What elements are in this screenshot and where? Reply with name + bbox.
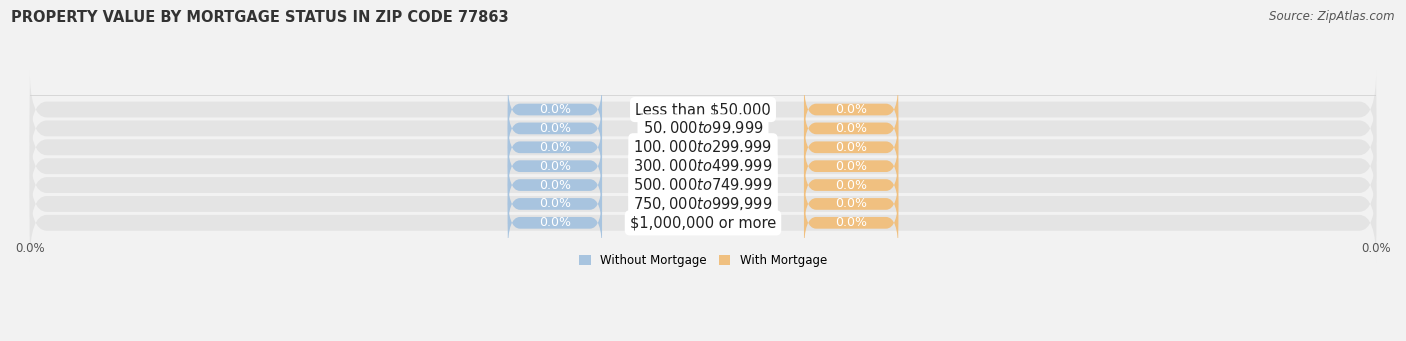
FancyBboxPatch shape [30,165,1376,243]
Text: 0.0%: 0.0% [538,141,571,154]
Text: 0.0%: 0.0% [538,160,571,173]
FancyBboxPatch shape [508,195,602,251]
Text: $500,000 to $749,999: $500,000 to $749,999 [633,176,773,194]
FancyBboxPatch shape [804,100,898,157]
FancyBboxPatch shape [508,100,602,157]
FancyBboxPatch shape [30,108,1376,187]
Text: Less than $50,000: Less than $50,000 [636,102,770,117]
Text: 0.0%: 0.0% [538,179,571,192]
Text: $50,000 to $99,999: $50,000 to $99,999 [643,119,763,137]
Text: PROPERTY VALUE BY MORTGAGE STATUS IN ZIP CODE 77863: PROPERTY VALUE BY MORTGAGE STATUS IN ZIP… [11,10,509,25]
FancyBboxPatch shape [508,119,602,175]
FancyBboxPatch shape [508,138,602,194]
Text: 0.0%: 0.0% [835,141,868,154]
Text: 0.0%: 0.0% [835,197,868,210]
Text: 0.0%: 0.0% [538,216,571,229]
Text: 0.0%: 0.0% [835,216,868,229]
Text: 0.0%: 0.0% [835,179,868,192]
Text: 0.0%: 0.0% [835,122,868,135]
FancyBboxPatch shape [508,81,602,138]
FancyBboxPatch shape [804,81,898,138]
FancyBboxPatch shape [804,195,898,251]
FancyBboxPatch shape [508,157,602,213]
FancyBboxPatch shape [804,176,898,232]
Text: 0.0%: 0.0% [835,103,868,116]
FancyBboxPatch shape [804,119,898,175]
Text: $1,000,000 or more: $1,000,000 or more [630,215,776,230]
Text: 0.0%: 0.0% [538,103,571,116]
Text: $750,000 to $999,999: $750,000 to $999,999 [633,195,773,213]
FancyBboxPatch shape [30,127,1376,205]
FancyBboxPatch shape [804,138,898,194]
Text: 0.0%: 0.0% [538,197,571,210]
FancyBboxPatch shape [508,176,602,232]
Text: Source: ZipAtlas.com: Source: ZipAtlas.com [1270,10,1395,23]
FancyBboxPatch shape [30,146,1376,224]
Text: 0.0%: 0.0% [538,122,571,135]
Text: $100,000 to $299,999: $100,000 to $299,999 [634,138,772,156]
FancyBboxPatch shape [804,157,898,213]
Text: 0.0%: 0.0% [835,160,868,173]
FancyBboxPatch shape [30,89,1376,168]
FancyBboxPatch shape [30,183,1376,262]
Text: $300,000 to $499,999: $300,000 to $499,999 [633,157,773,175]
Legend: Without Mortgage, With Mortgage: Without Mortgage, With Mortgage [574,250,832,272]
FancyBboxPatch shape [30,70,1376,149]
